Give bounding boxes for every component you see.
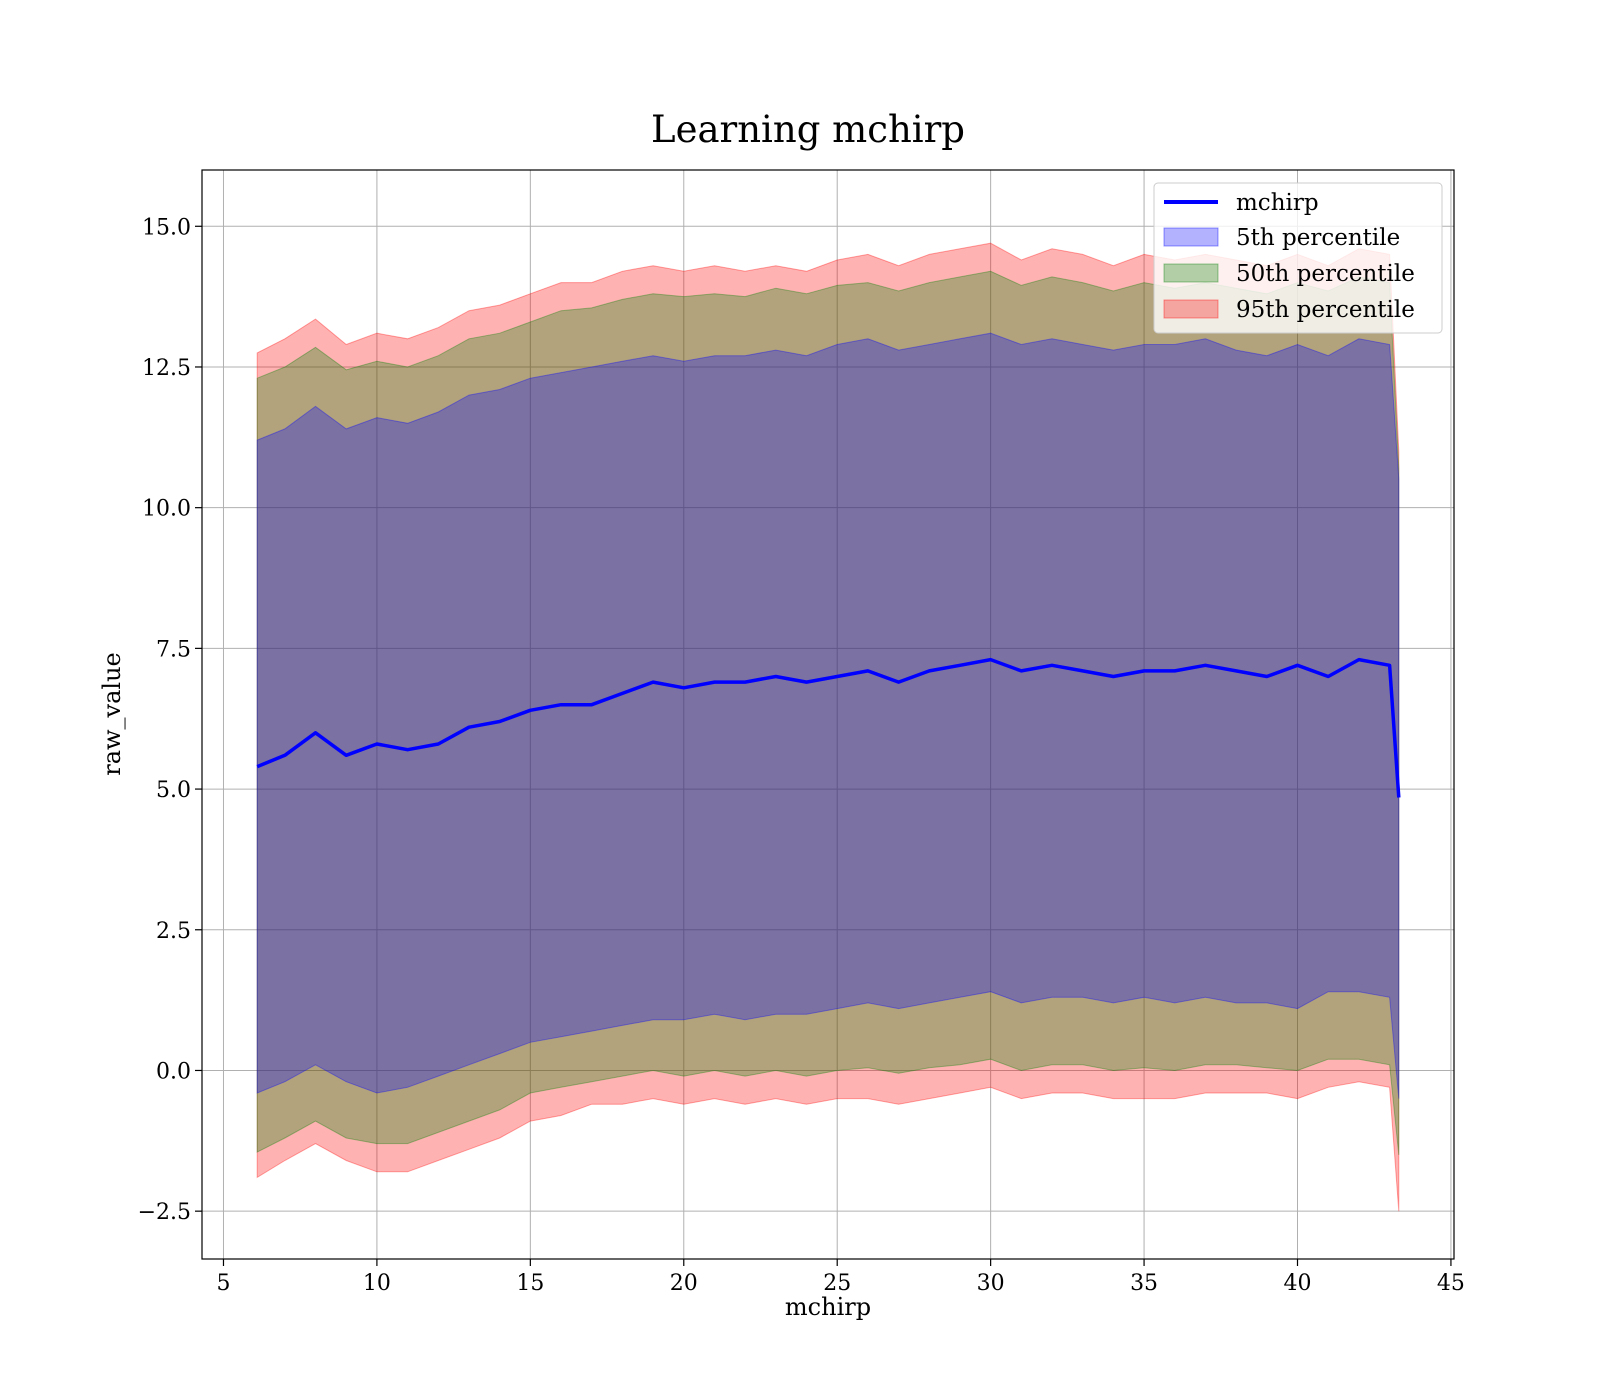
x-tick-label: 15: [516, 1271, 544, 1296]
y-tick-label: −2.5: [138, 1200, 191, 1225]
legend-swatch-5th-percentile: [1163, 227, 1219, 247]
x-tick-label: 25: [823, 1271, 851, 1296]
legend-label-50th-percentile: 50th percentile: [1236, 261, 1415, 287]
x-tick-label: 35: [1130, 1271, 1158, 1296]
legend-label-5th-percentile: 5th percentile: [1236, 225, 1400, 251]
legend-label-mchirp: mchirp: [1236, 190, 1319, 216]
legend: mchirp 5th percentile 50th percentile 95…: [1153, 182, 1443, 334]
band-5th-percentile: [256, 332, 1400, 1099]
y-tick-label: 7.5: [156, 637, 191, 662]
x-tick-label: 10: [363, 1271, 391, 1296]
band-95th-percentile: [256, 242, 1400, 1212]
legend-box: [1153, 182, 1443, 334]
x-tick-label: 40: [1284, 1271, 1312, 1296]
x-tick-label: 45: [1437, 1271, 1465, 1296]
percentile-bands: [256, 242, 1400, 1212]
x-axis-label: mchirp: [785, 1293, 871, 1321]
x-axis-ticks: 5 10 15 20 25 30 35 40 45: [216, 1259, 1465, 1296]
x-tick-label: 30: [977, 1271, 1005, 1296]
y-tick-label: 15.0: [142, 215, 191, 240]
y-tick-label: 0.0: [156, 1059, 191, 1084]
grid: [202, 170, 1454, 1259]
legend-swatch-95th-percentile: [1163, 299, 1219, 319]
mchirp-line-layer: [256, 657, 1401, 798]
x-tick-label: 20: [670, 1271, 698, 1296]
y-tick-label: 12.5: [142, 356, 191, 381]
y-tick-label: 2.5: [156, 919, 191, 944]
y-axis-ticks: −2.5 0.0 2.5 5.0 7.5 10.0 12.5 15.0: [138, 215, 202, 1225]
y-tick-label: 10.0: [142, 497, 191, 522]
y-axis-label: raw_value: [98, 652, 126, 776]
legend-label-95th-percentile: 95th percentile: [1236, 297, 1415, 323]
band-50th-percentile: [256, 270, 1400, 1155]
plot-frame: [201, 169, 1455, 1260]
legend-swatch-50th-percentile: [1163, 263, 1219, 283]
chart-title: Learning mchirp: [651, 108, 965, 151]
x-tick-label: 5: [216, 1271, 230, 1296]
y-tick-label: 5.0: [156, 778, 191, 803]
line-mchirp: [256, 657, 1401, 798]
